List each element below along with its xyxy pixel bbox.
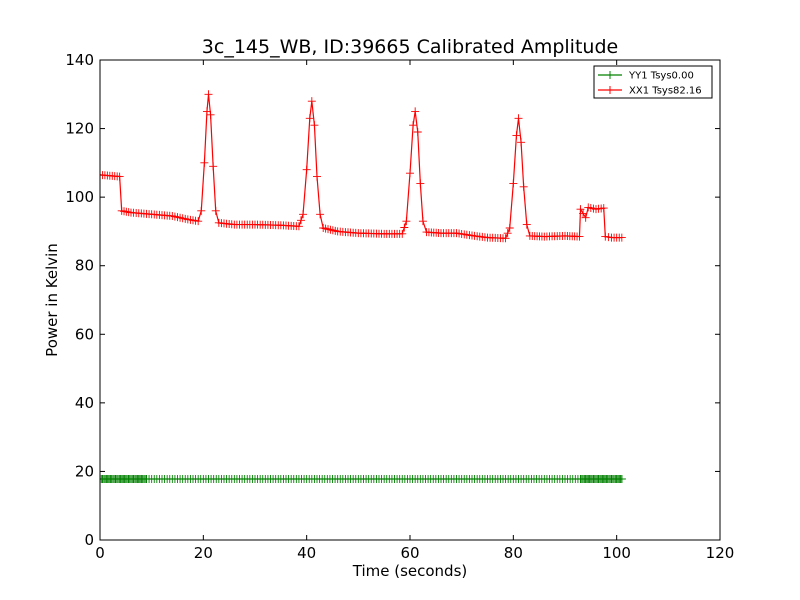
x-axis-title: Time (seconds) (352, 562, 468, 580)
chart-title: 3c_145_WB, ID:39665 Calibrated Amplitude (202, 36, 618, 58)
series-marker (599, 204, 608, 213)
series-marker (294, 222, 303, 231)
series-marker (296, 216, 305, 225)
series-marker (522, 220, 531, 229)
series-marker (299, 210, 308, 219)
series-marker (413, 128, 422, 136)
legend-label: YY1 Tsys0.00 (628, 71, 694, 82)
series-marker (142, 474, 151, 483)
series-marker (579, 209, 588, 218)
x-tick-label: 20 (194, 544, 213, 562)
y-tick-label: 40 (75, 394, 94, 412)
series-marker (316, 210, 325, 219)
series-marker (206, 110, 215, 119)
series-marker (409, 121, 418, 130)
axes-frame (99, 59, 721, 541)
series-marker (313, 172, 321, 181)
series-marker (211, 206, 220, 215)
x-tick-label: 0 (95, 544, 105, 562)
series-marker (200, 158, 209, 167)
y-tick-label: 60 (75, 325, 94, 343)
y-axis-title: Power in Kelvin (43, 243, 61, 357)
series-marker (204, 90, 213, 99)
legend: YY1 Tsys0.00 XX1 Tsys82.16 (593, 65, 713, 99)
series-marker (402, 217, 411, 226)
series-marker (202, 107, 211, 116)
series-marker (115, 172, 124, 181)
series-marker (509, 179, 518, 188)
series-marker (503, 229, 512, 238)
series-marker (307, 97, 316, 106)
series-marker (575, 232, 584, 241)
y-tick-label: 100 (65, 188, 94, 206)
series-marker (617, 233, 626, 242)
legend-label: XX1 Tsys82.16 (629, 86, 702, 97)
series-marker (418, 217, 427, 226)
x-tick-label: 60 (400, 544, 419, 562)
series-marker (581, 213, 590, 222)
series-marker (411, 107, 420, 116)
legend-marker (606, 71, 614, 79)
series-marker (505, 224, 514, 232)
series-marker (310, 121, 319, 130)
series-marker (514, 114, 523, 123)
legend-box (593, 65, 713, 99)
y-tick-label: 80 (75, 257, 94, 275)
series-marker (406, 169, 414, 178)
series-marker (398, 229, 407, 238)
series-marker (400, 223, 409, 232)
x-tick-label: 80 (504, 544, 523, 562)
series-0 (100, 474, 626, 483)
series-marker (519, 182, 528, 191)
x-tick-label: 40 (297, 544, 316, 562)
y-tick-label: 20 (75, 462, 94, 480)
series-marker (197, 206, 206, 215)
series-marker (512, 131, 521, 140)
series-marker (194, 217, 203, 226)
y-tick-label: 140 (65, 51, 94, 69)
series-marker (209, 162, 218, 171)
series-marker (617, 474, 626, 483)
legend-marker (606, 86, 614, 94)
x-tick-label: 100 (602, 544, 631, 562)
plot-area: 0 20 40 60 80 100 120 0 20 40 60 80 100 120 140 (65, 51, 734, 562)
series-marker (416, 179, 425, 188)
y-tick-label: 0 (84, 531, 94, 549)
series-marker (517, 138, 526, 147)
series-marker (305, 114, 314, 123)
y-tick-label: 120 (65, 120, 94, 138)
series-marker (576, 205, 585, 214)
x-tick-label: 120 (706, 544, 735, 562)
series-marker (501, 234, 510, 243)
series-marker (302, 165, 311, 174)
series-1 (100, 90, 626, 243)
